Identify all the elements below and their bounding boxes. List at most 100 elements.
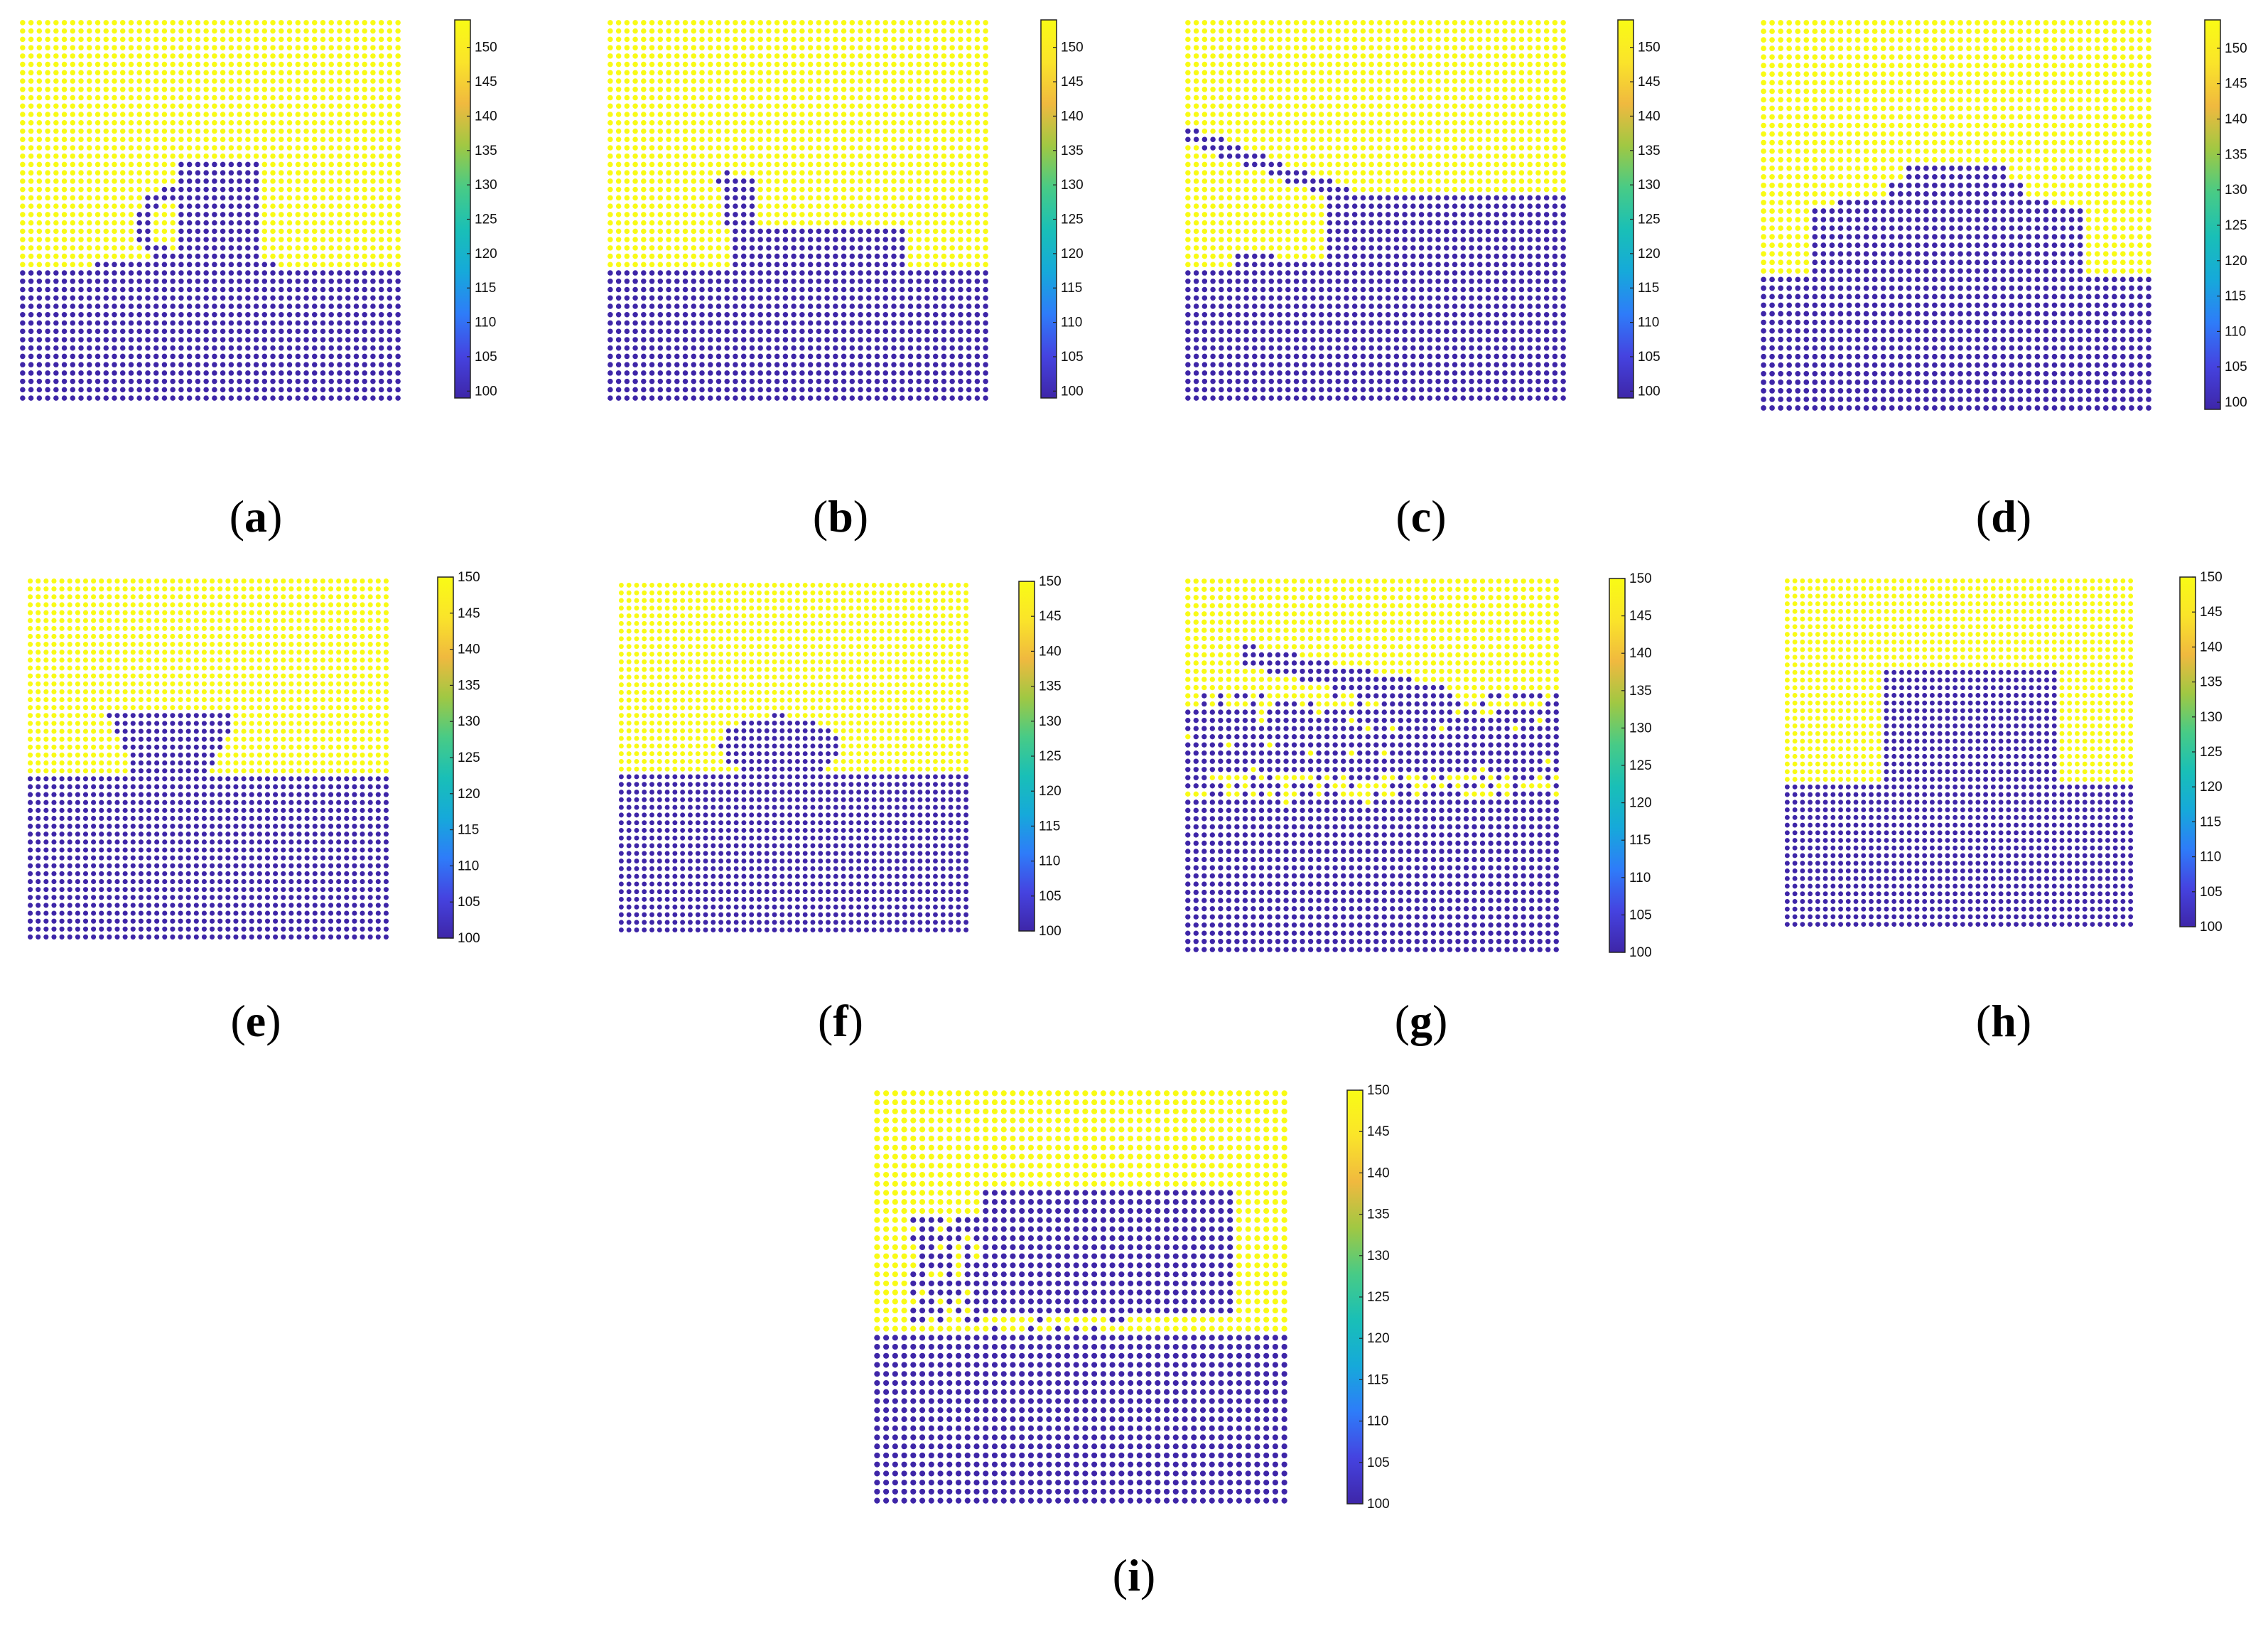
data-point — [337, 220, 342, 226]
data-point — [666, 270, 671, 276]
data-point — [907, 145, 914, 151]
data-point — [932, 279, 939, 284]
data-point — [1210, 78, 1216, 84]
data-point — [279, 195, 284, 201]
data-point — [849, 337, 855, 343]
data-point — [128, 286, 134, 293]
data-point — [974, 220, 981, 226]
data-point — [858, 270, 863, 276]
data-point — [20, 186, 26, 193]
data-point — [1368, 20, 1374, 26]
data-point — [112, 220, 117, 226]
data-point — [866, 303, 872, 309]
data-point — [816, 337, 822, 343]
data-point — [866, 161, 872, 168]
data-point — [624, 362, 630, 367]
data-point — [757, 145, 763, 151]
data-point — [178, 262, 184, 268]
data-point — [824, 378, 830, 384]
data-point — [387, 45, 393, 50]
data-point — [824, 119, 830, 126]
data-point — [966, 253, 972, 259]
data-point — [78, 270, 84, 276]
data-point — [220, 262, 226, 268]
data-point — [816, 253, 822, 259]
data-point — [153, 228, 159, 235]
data-point — [212, 161, 217, 168]
data-point — [311, 119, 318, 126]
data-point — [45, 53, 50, 59]
data-point — [632, 161, 638, 168]
data-point — [212, 228, 217, 235]
data-point — [841, 145, 847, 151]
data-point — [657, 45, 664, 50]
data-point — [362, 61, 367, 68]
data-point — [20, 70, 26, 76]
data-point — [103, 286, 109, 293]
data-point — [724, 153, 730, 159]
data-point — [136, 170, 142, 176]
data-point — [178, 370, 184, 376]
data-point — [657, 262, 664, 268]
data-point — [833, 153, 838, 159]
data-point — [303, 228, 309, 235]
data-point — [286, 87, 293, 92]
data-point — [874, 145, 880, 151]
data-point — [45, 170, 50, 176]
data-point — [691, 203, 697, 209]
data-point — [345, 295, 351, 301]
data-point — [733, 378, 738, 384]
data-point — [1543, 28, 1550, 34]
data-point — [178, 20, 184, 26]
data-point — [1385, 36, 1391, 43]
data-point — [20, 370, 26, 376]
data-point — [699, 245, 705, 251]
data-point — [966, 395, 972, 401]
data-point — [624, 345, 630, 351]
data-point — [941, 78, 947, 84]
data-point — [757, 170, 763, 176]
data-point — [94, 245, 101, 251]
colorbar-gradient — [454, 19, 471, 399]
data-point — [128, 337, 134, 343]
data-point — [899, 362, 905, 367]
data-point — [774, 153, 780, 159]
data-point — [1327, 45, 1333, 50]
data-point — [1452, 119, 1458, 126]
data-point — [916, 362, 922, 367]
data-point — [161, 378, 168, 384]
data-point — [311, 170, 318, 176]
data-point — [666, 178, 671, 184]
data-point — [345, 395, 351, 401]
data-point — [186, 345, 193, 351]
data-point — [1543, 36, 1550, 43]
data-point — [858, 161, 863, 168]
data-point — [941, 103, 947, 109]
data-point — [345, 170, 351, 176]
data-point — [849, 270, 855, 276]
data-point — [53, 320, 59, 326]
data-point — [724, 262, 730, 268]
data-point — [212, 220, 217, 226]
data-point — [749, 320, 755, 326]
data-point — [740, 20, 747, 26]
data-point — [378, 337, 384, 343]
data-point — [36, 262, 43, 268]
data-point — [237, 320, 242, 326]
data-point — [1552, 20, 1558, 26]
data-point — [733, 286, 738, 293]
data-point — [378, 186, 384, 193]
data-point — [311, 387, 318, 393]
data-point — [237, 362, 242, 367]
data-point — [186, 262, 193, 268]
data-point — [774, 212, 780, 217]
data-point — [782, 70, 789, 76]
data-point — [682, 20, 688, 26]
data-point — [270, 20, 276, 26]
data-point — [874, 286, 880, 293]
data-point — [632, 262, 638, 268]
data-point — [1210, 145, 1216, 151]
data-point — [1268, 119, 1275, 126]
data-point — [203, 87, 209, 92]
data-point — [1476, 128, 1483, 134]
